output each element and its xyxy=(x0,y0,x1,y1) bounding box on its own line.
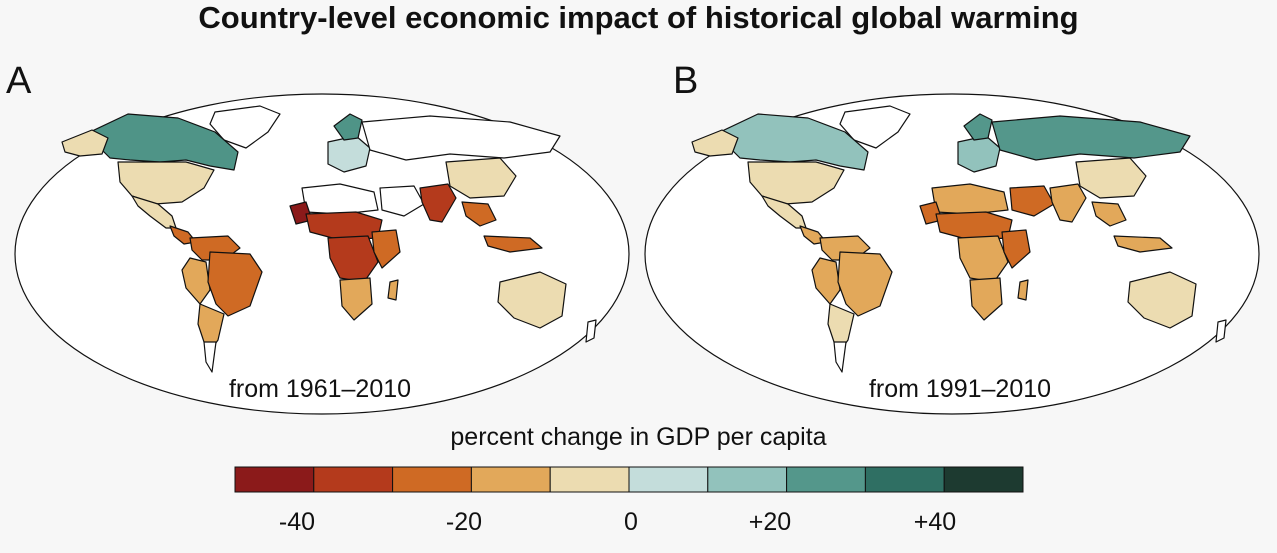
country-usa xyxy=(747,161,845,205)
panel-a-label: A xyxy=(6,60,32,102)
country-india xyxy=(1049,183,1087,223)
country-new-zealand xyxy=(585,319,597,343)
figure-title: Country-level economic impact of histori… xyxy=(198,0,1079,35)
country-southern-cone xyxy=(203,341,217,373)
colorbar-tick-label: +40 xyxy=(913,508,957,536)
country-se-asia xyxy=(461,201,497,227)
colorbar xyxy=(234,466,1024,493)
country-east-africa xyxy=(1001,229,1031,269)
colorbar-swatch xyxy=(549,466,630,493)
country-russia xyxy=(361,115,561,161)
country-se-asia xyxy=(1091,201,1127,227)
country-central-america xyxy=(169,225,197,245)
country-brazil xyxy=(837,251,893,317)
country-australia xyxy=(1127,271,1197,329)
country-australia xyxy=(497,271,567,329)
country-greenland xyxy=(209,105,281,149)
country-brazil xyxy=(207,251,263,317)
country-canada xyxy=(89,113,239,171)
country-china xyxy=(1075,157,1147,199)
panel-b-period: from 1991–2010 xyxy=(868,375,1052,403)
country-indonesia xyxy=(483,235,543,253)
world-map-b xyxy=(644,93,1260,415)
colorbar-swatch xyxy=(943,466,1024,493)
panel-b-label: B xyxy=(673,60,699,102)
colorbar-tick-label: -20 xyxy=(445,508,483,536)
country-scandinavia xyxy=(333,113,363,141)
country-middle-east xyxy=(379,185,425,217)
colorbar-swatch xyxy=(313,466,394,493)
country-new-zealand xyxy=(1215,319,1227,343)
colorbar-tick-label: 0 xyxy=(624,508,638,536)
country-southern-africa xyxy=(969,277,1003,321)
colorbar-swatch xyxy=(786,466,866,493)
country-southern-africa xyxy=(339,277,373,321)
country-east-africa xyxy=(371,229,401,269)
country-southern-cone xyxy=(833,341,847,373)
colorbar-tick-label: +20 xyxy=(748,508,792,536)
country-scandinavia xyxy=(963,113,993,141)
country-greenland xyxy=(839,105,911,149)
colorbar-swatch xyxy=(470,466,551,493)
country-alaska xyxy=(61,129,109,157)
colorbar-swatch xyxy=(234,466,315,493)
colorbar-swatch xyxy=(392,466,472,493)
colorbar-tick-label: -40 xyxy=(278,508,316,536)
colorbar-swatch xyxy=(707,466,788,493)
world-map-a xyxy=(14,93,630,415)
country-madagascar xyxy=(387,279,399,301)
country-middle-east xyxy=(1009,185,1055,217)
colorbar-swatch xyxy=(864,466,945,493)
panel-a-period: from 1961–2010 xyxy=(228,375,412,403)
country-india xyxy=(419,183,457,223)
country-canada xyxy=(719,113,869,171)
legend-title: percent change in GDP per capita xyxy=(450,423,827,451)
country-china xyxy=(445,157,517,199)
country-russia xyxy=(991,115,1191,161)
country-indonesia xyxy=(1113,235,1173,253)
country-madagascar xyxy=(1017,279,1029,301)
country-alaska xyxy=(691,129,739,157)
country-central-america xyxy=(799,225,827,245)
colorbar-swatch xyxy=(628,466,709,493)
country-usa xyxy=(117,161,215,205)
